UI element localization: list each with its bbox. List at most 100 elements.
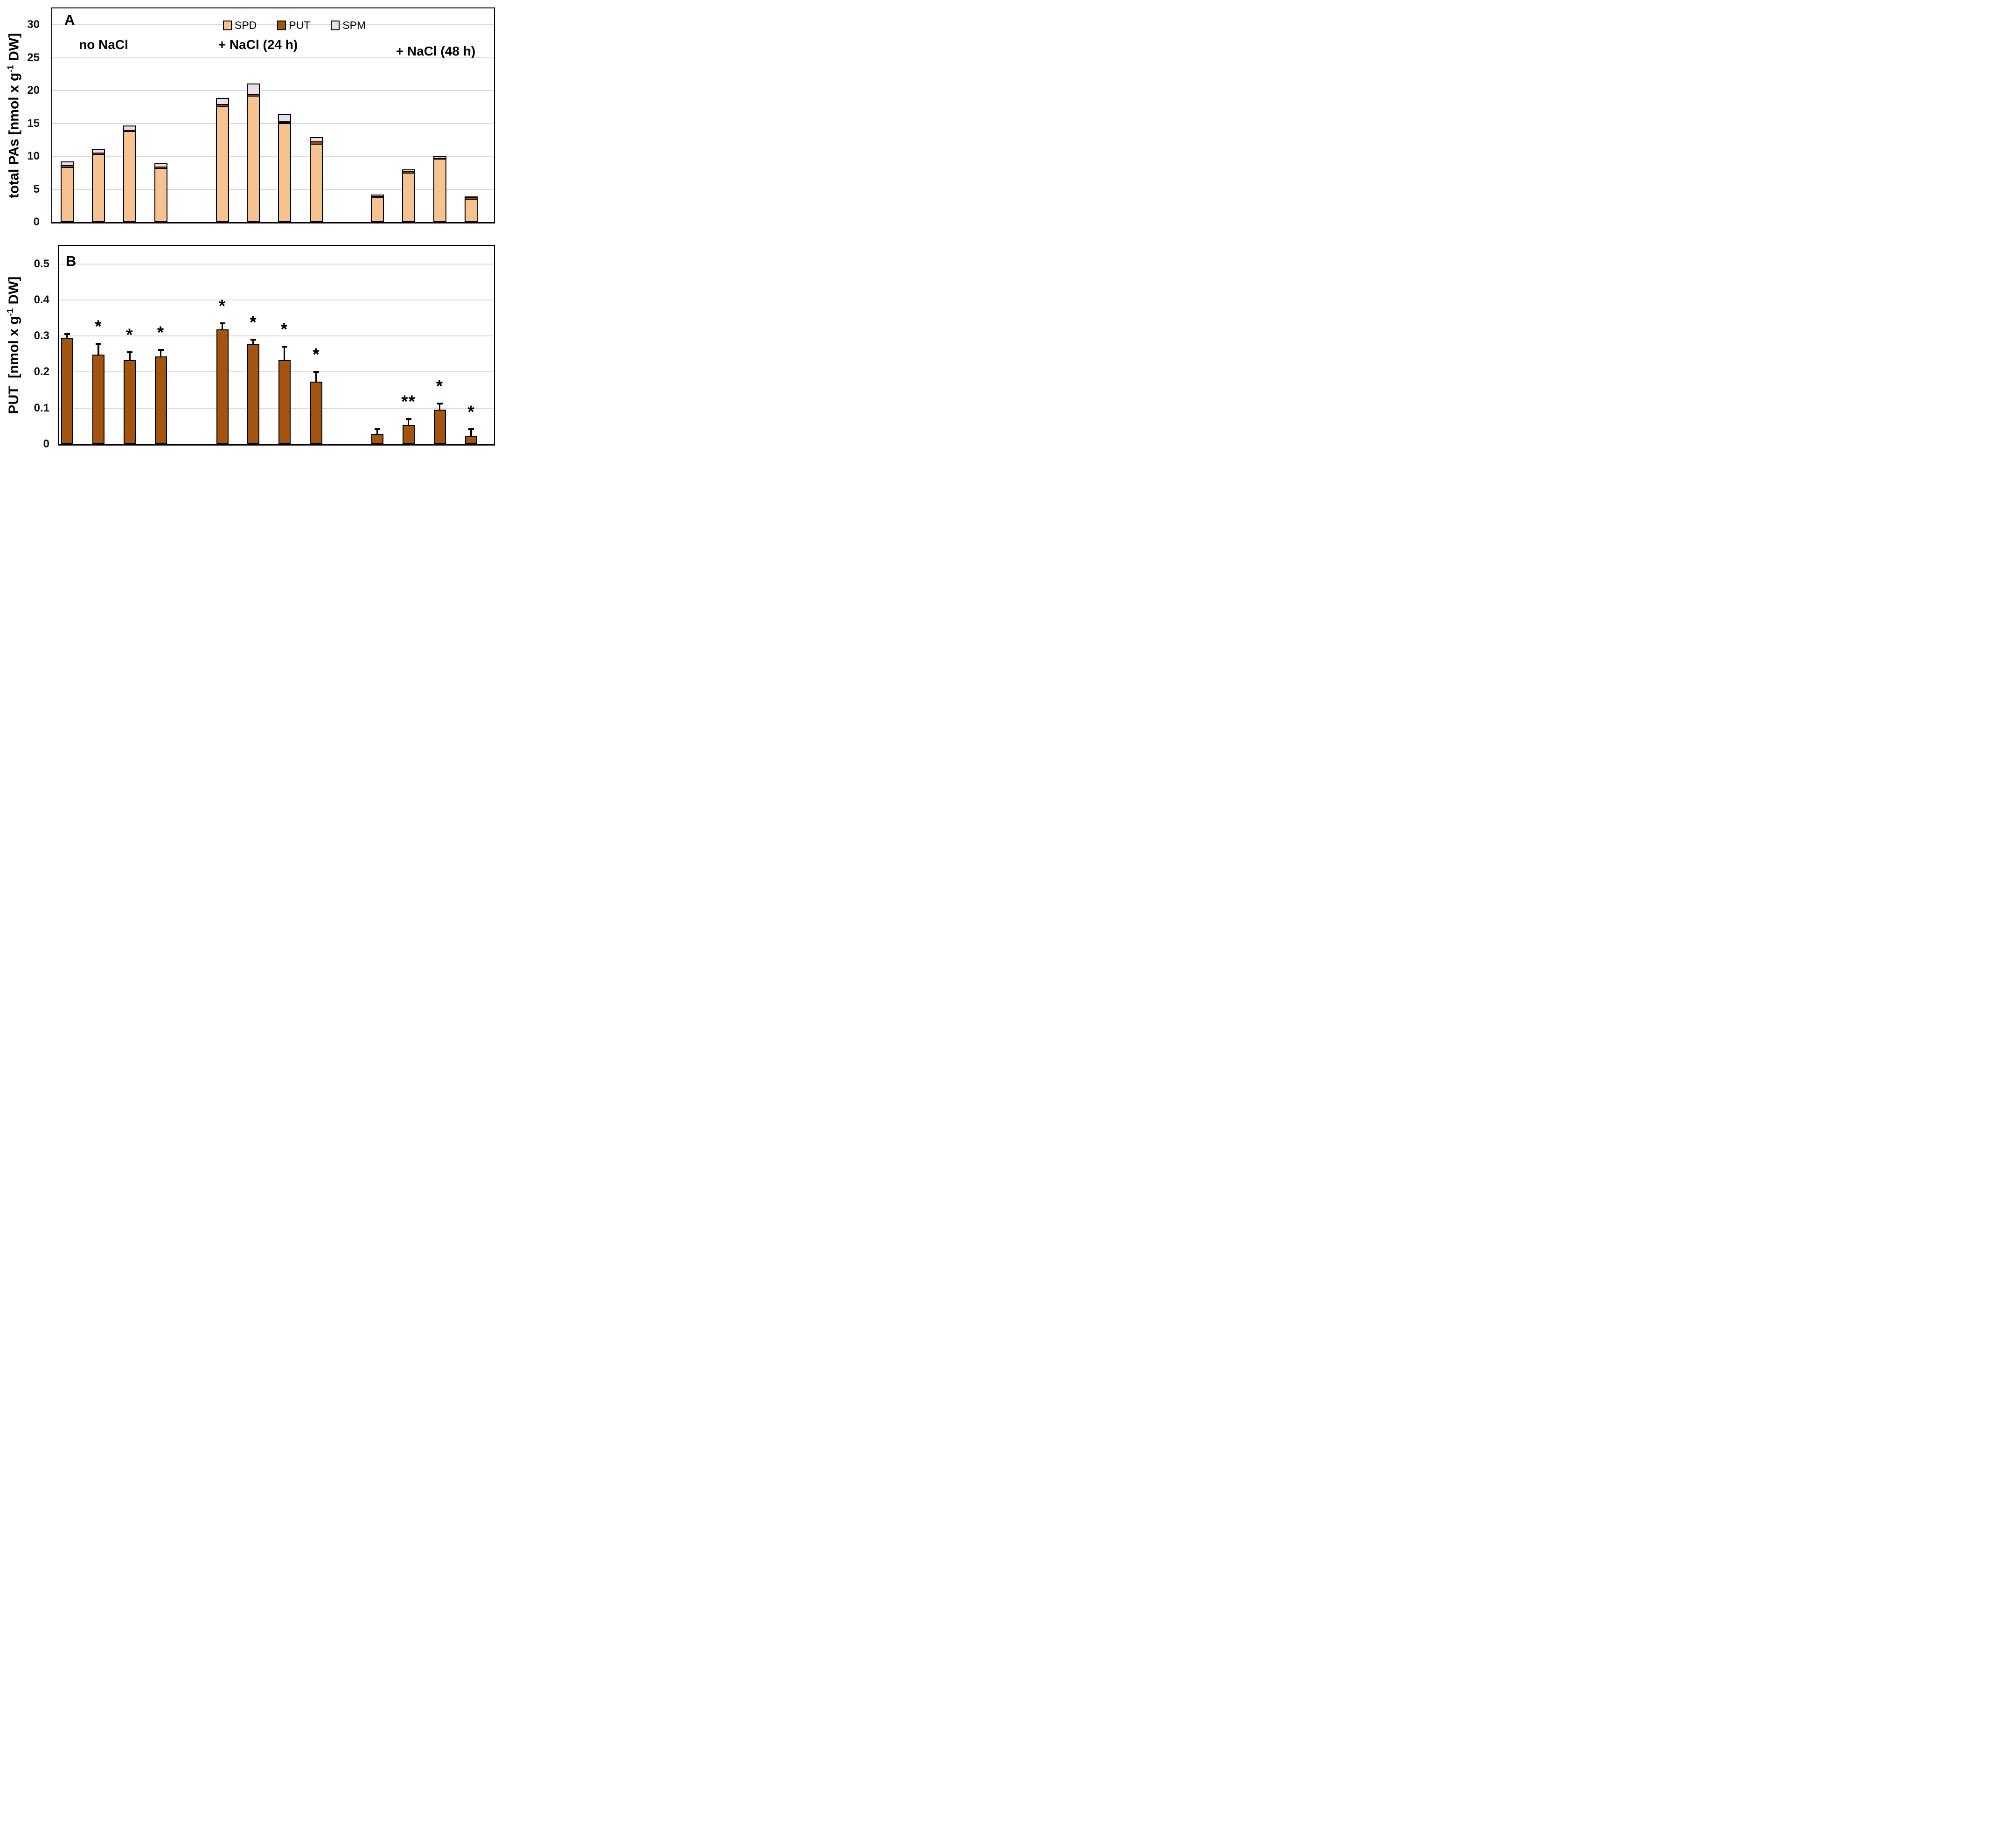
bar-10-segment-spm	[402, 169, 415, 173]
bar-2-put	[92, 355, 104, 444]
significance-marker-3: *	[126, 325, 133, 344]
bar-1-segment-spd	[60, 167, 74, 222]
panel-a-y-axis-title-superscript: -1	[5, 65, 15, 73]
bar-4-put	[154, 356, 167, 444]
bar-3-put	[124, 360, 136, 444]
error-bar-stem-4	[160, 349, 162, 357]
error-bar-stem-6	[252, 339, 254, 344]
legend: SPD PUT SPM	[223, 20, 366, 31]
gridline-y-0.1	[59, 407, 494, 409]
significance-marker-11: *	[436, 376, 444, 396]
bar-5-put	[216, 329, 229, 444]
bar-7-put	[278, 360, 291, 444]
error-bar-cap-8	[313, 371, 319, 373]
error-bar-cap-12	[468, 428, 474, 430]
error-bar-cap-11	[437, 402, 443, 404]
significance-marker-12: *	[467, 402, 475, 421]
bar-6-segment-spm	[247, 84, 260, 95]
bar-8-segment-spd	[310, 143, 323, 222]
group-label-no-nacl: no NaCl	[79, 37, 128, 52]
error-bar-cap-9	[374, 428, 380, 430]
gridline-y-10	[52, 156, 494, 157]
bar-9-put	[371, 434, 383, 444]
gridline-y-15	[52, 123, 494, 124]
group-label-nacl-48h: + NaCl (48 h)	[396, 44, 476, 58]
y-tick-label-20: 20	[27, 84, 40, 97]
bar-5-segment-spd	[216, 106, 229, 222]
bar-5-segment-spm	[216, 98, 229, 105]
bar-2-segment-spd	[92, 154, 105, 222]
bar-11-segment-spm	[433, 156, 446, 159]
error-bar-cap-2	[96, 343, 101, 345]
y-tick-label-0.3: 0.3	[34, 329, 49, 342]
gridline-y-20	[52, 90, 494, 91]
bar-4-segment-spm	[154, 163, 167, 168]
significance-marker-8: *	[313, 345, 320, 364]
legend-label-spm: SPM	[342, 19, 366, 31]
panel-a-plot-area	[51, 7, 495, 223]
bar-7-segment-spd	[278, 123, 291, 222]
y-tick-label-0: 0	[43, 438, 49, 450]
significance-marker-10: **	[401, 391, 416, 411]
bar-9-segment-spm	[370, 195, 384, 197]
y-tick-label-0.5: 0.5	[34, 257, 49, 270]
error-bar-stem-12	[470, 429, 472, 436]
bar-11-segment-spd	[433, 159, 446, 222]
significance-marker-4: *	[157, 322, 165, 342]
panel-a-label: A	[64, 12, 75, 28]
error-bar-stem-1	[66, 334, 68, 339]
significance-marker-7: *	[280, 320, 288, 339]
error-bar-cap-4	[158, 349, 164, 351]
error-bar-stem-2	[97, 344, 99, 355]
error-bar-stem-3	[129, 352, 131, 360]
bar-8-segment-spm	[310, 137, 323, 143]
bar-7-segment-spm	[278, 114, 291, 123]
spm-swatch-icon	[331, 20, 340, 30]
bar-2-segment-spm	[92, 149, 105, 153]
error-bar-cap-10	[405, 418, 411, 420]
bar-10-put	[402, 425, 415, 444]
panel-b-plot-area: * * * * * * * ** * *	[58, 245, 495, 446]
bar-9-segment-spd	[370, 197, 384, 222]
gridline-y-25	[52, 57, 494, 58]
y-tick-label-0.1: 0.1	[34, 401, 49, 414]
legend-item-spm: SPM	[331, 20, 366, 31]
error-bar-stem-10	[407, 418, 410, 425]
gridline-y-0.5	[59, 263, 494, 265]
y-tick-label-25: 25	[27, 51, 40, 64]
bar-11-put	[433, 409, 446, 444]
y-tick-label-10: 10	[27, 150, 40, 163]
y-tick-label-0: 0	[33, 216, 40, 228]
put-swatch-icon	[277, 20, 286, 30]
panel-b-label: B	[66, 253, 77, 269]
error-bar-cap-1	[64, 333, 70, 335]
significance-marker-5: *	[218, 296, 226, 316]
significance-marker-2: *	[95, 317, 102, 336]
bar-6-put	[247, 344, 259, 444]
error-bar-cap-5	[219, 322, 225, 325]
legend-label-spd: SPD	[235, 19, 257, 31]
error-bar-cap-7	[281, 346, 287, 348]
panel-b-y-axis-title-superscript: -1	[5, 308, 15, 316]
bar-1-segment-spm	[60, 161, 74, 167]
y-tick-label-15: 15	[27, 117, 40, 130]
legend-item-spd: SPD	[223, 20, 257, 31]
bar-10-segment-spd	[402, 172, 415, 222]
gridline-y-0.2	[59, 371, 494, 373]
error-bar-stem-11	[438, 403, 441, 410]
group-label-nacl-24h: + NaCl (24 h)	[218, 37, 298, 52]
error-bar-stem-9	[376, 429, 378, 434]
error-bar-stem-8	[315, 372, 317, 382]
spd-swatch-icon	[223, 20, 232, 30]
y-tick-label-30: 30	[27, 18, 40, 31]
gridline-y-0.3	[59, 335, 494, 337]
gridline-y-5	[52, 188, 494, 190]
error-bar-stem-5	[221, 323, 223, 330]
y-tick-label-5: 5	[33, 182, 40, 195]
y-tick-label-0.2: 0.2	[34, 365, 49, 378]
error-bar-cap-3	[127, 351, 132, 353]
significance-marker-6: *	[250, 312, 257, 332]
bar-12-put	[465, 436, 477, 444]
bar-8-put	[310, 382, 322, 444]
legend-item-put: PUT	[277, 20, 310, 31]
